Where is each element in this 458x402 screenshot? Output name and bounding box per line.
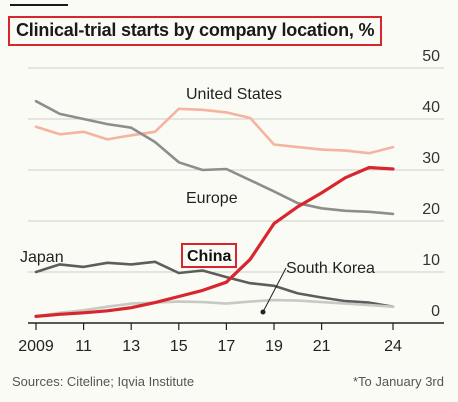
series-label-south-korea: South Korea xyxy=(286,260,375,277)
series-line-europe xyxy=(34,99,395,216)
x-tick-label: 21 xyxy=(313,338,331,355)
series-label-japan: Japan xyxy=(20,249,64,266)
top-rule xyxy=(10,4,68,6)
x-tick-label: 15 xyxy=(170,338,188,355)
footnote: *To January 3rd xyxy=(352,374,444,389)
y-tick-label: 10 xyxy=(422,252,440,269)
china-label-box xyxy=(181,243,237,268)
series-line-china xyxy=(34,165,395,318)
x-tick-label: 24 xyxy=(384,338,402,355)
x-tick-label: 2009 xyxy=(18,338,54,355)
series-label-china: China xyxy=(187,248,232,265)
series-line-south-korea xyxy=(34,298,395,318)
y-tick-label: 20 xyxy=(422,201,440,218)
series-line-japan xyxy=(34,260,395,309)
y-tick-label: 30 xyxy=(422,150,440,167)
south-korea-leader-line xyxy=(263,267,287,311)
y-tick-label: 50 xyxy=(422,48,440,65)
chart-title: Clinical-trial starts by company locatio… xyxy=(8,16,383,46)
y-tick-label: 0 xyxy=(431,303,440,320)
x-tick-label: 17 xyxy=(218,338,236,355)
south-korea-leader-dot xyxy=(260,309,266,315)
series-label-europe: Europe xyxy=(186,190,238,207)
x-tick-label: 11 xyxy=(75,338,92,355)
source-note: Sources: Citeline; Iqvia Institute xyxy=(12,374,195,389)
series-label-united-states: United States xyxy=(186,86,282,103)
x-tick-label: 13 xyxy=(122,338,140,355)
series-line-united-states xyxy=(34,107,395,155)
x-tick-label: 19 xyxy=(265,338,283,355)
y-tick-label: 40 xyxy=(422,99,440,116)
